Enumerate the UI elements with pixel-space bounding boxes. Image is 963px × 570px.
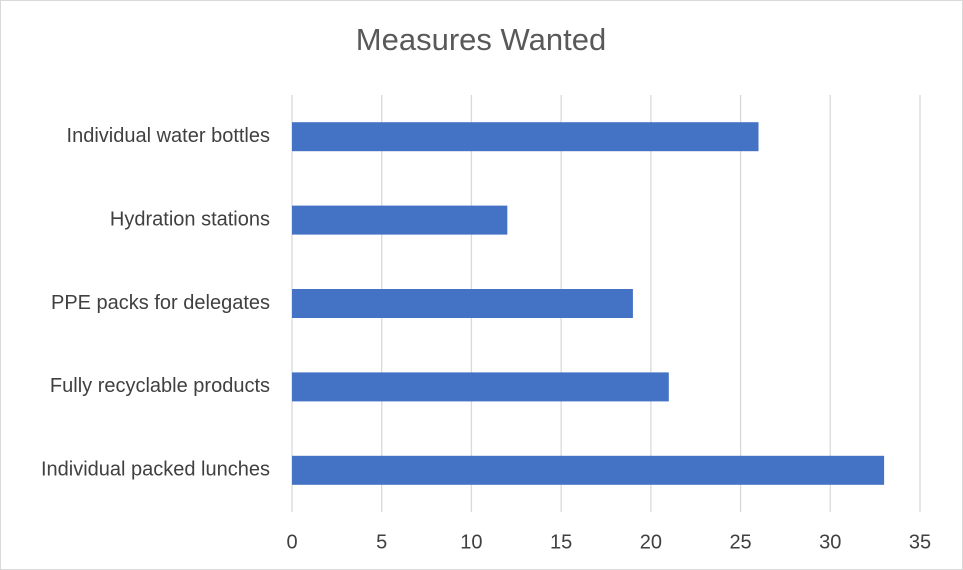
y-tick-label: Hydration stations xyxy=(110,208,270,230)
bar xyxy=(292,455,885,485)
bar xyxy=(292,205,508,235)
chart-title: Measures Wanted xyxy=(356,22,606,57)
bar xyxy=(292,372,669,402)
x-tick-label: 10 xyxy=(460,531,482,553)
y-tick-label: Individual packed lunches xyxy=(41,459,270,481)
x-tick-label: 20 xyxy=(640,531,662,553)
x-tick-label: 5 xyxy=(376,531,387,553)
y-tick-label: PPE packs for delegates xyxy=(51,292,270,314)
x-tick-label: 30 xyxy=(819,531,841,553)
y-tick-label: Fully recyclable products xyxy=(50,375,270,397)
x-tick-label: 25 xyxy=(729,531,751,553)
x-tick-label: 0 xyxy=(286,531,297,553)
x-tick-label: 35 xyxy=(909,531,931,553)
x-tick-label: 15 xyxy=(550,531,572,553)
bar xyxy=(292,122,759,152)
y-tick-label: Individual water bottles xyxy=(67,125,270,147)
bar xyxy=(292,289,633,318)
